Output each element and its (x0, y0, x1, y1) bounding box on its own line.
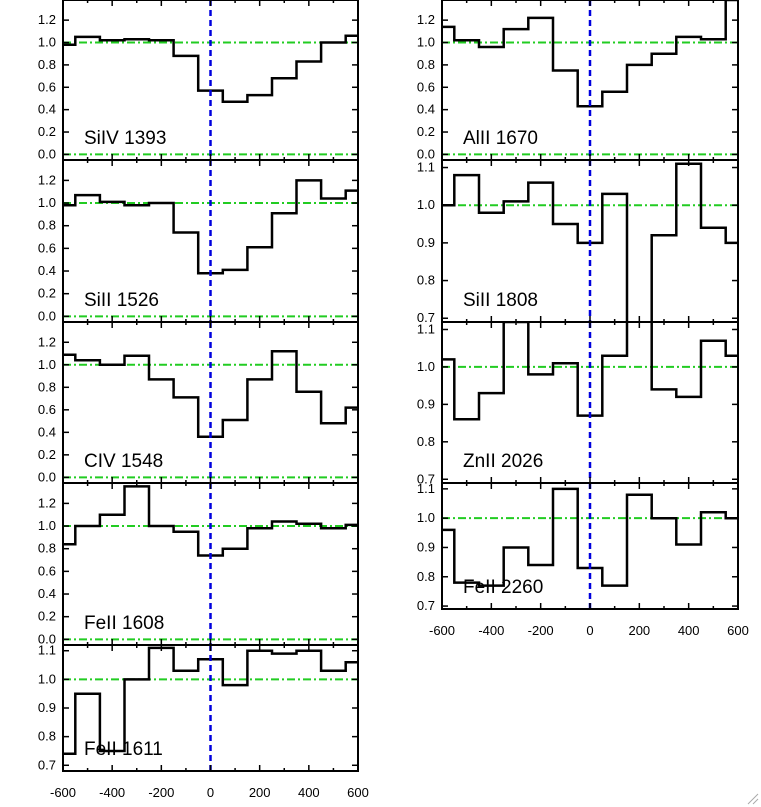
y-tick-label: 1.1 (417, 481, 435, 496)
y-tick-label: 0.8 (38, 218, 56, 233)
panel-znii-2026: 0.7 0.8 0.9 1.0 1.1 ZnII 2026 (417, 321, 739, 486)
panel-siii-1526: 0.0 0.2 0.4 0.6 0.8 1.0 1.2 SiII 1526 (38, 159, 359, 323)
panel-civ-1548: 0.0 0.2 0.4 0.6 0.8 1.0 1.2 CIV 1548 (38, 321, 359, 484)
panel-line-label: FeII 2260 (463, 577, 543, 598)
x-tick-label: 200 (628, 623, 650, 638)
x-tick-label: -400 (478, 623, 504, 638)
y-tick-label: 1.2 (38, 12, 56, 27)
y-tick-label: 0.2 (38, 286, 56, 301)
panel-siii-1808: 0.7 0.8 0.9 1.0 1.1 SiII 1808 (417, 159, 739, 325)
panel-feii-2260: 0.7 0.8 0.9 1.0 1.1 FeII 2260 (417, 481, 739, 613)
y-tick-label: 0.9 (417, 396, 435, 411)
y-tick-label: 0.2 (38, 609, 56, 624)
y-tick-label: 1.0 (38, 35, 56, 50)
y-tick-label: 1.0 (38, 671, 56, 686)
x-tick-label: 0 (586, 623, 593, 638)
y-tick-label: 1.0 (38, 357, 56, 372)
y-tick-label: 1.2 (38, 334, 56, 349)
y-tick-label: 0.7 (38, 757, 56, 772)
y-tick-label: 0.6 (38, 79, 56, 94)
panel-siiv-1393: 0.0 0.2 0.4 0.6 0.8 1.0 1.2 SiIV 1393 (38, 0, 359, 161)
y-tick-label: 0.7 (417, 310, 435, 325)
panel-feii-1611: 0.7 0.8 0.9 1.0 1.1 FeII 1611 (38, 643, 359, 772)
y-tick-label: 1.0 (38, 518, 56, 533)
y-tick-label: 0.7 (417, 471, 435, 486)
y-tick-label: 1.2 (38, 172, 56, 187)
x-tick-label: 400 (678, 623, 700, 638)
x-tick-label: 200 (249, 785, 271, 800)
y-tick-label: 0.8 (38, 541, 56, 556)
y-tick-label: 0.6 (417, 79, 435, 94)
x-tick-label: 600 (727, 623, 749, 638)
y-tick-label: 0.8 (38, 57, 56, 72)
y-tick-label: 0.0 (38, 631, 56, 646)
panel-feii-1608: 0.0 0.2 0.4 0.6 0.8 1.0 1.2 FeII 1608 (38, 482, 359, 646)
y-tick-label: 0.2 (417, 124, 435, 139)
y-tick-label: 1.2 (38, 495, 56, 510)
x-tick-label: -600 (429, 623, 455, 638)
y-tick-label: 0.4 (38, 102, 56, 117)
spectrum-trace (442, 0, 738, 108)
x-tick-label: -400 (99, 785, 125, 800)
y-tick-label: 0.2 (38, 124, 56, 139)
y-tick-label: 0.0 (38, 308, 56, 323)
panel-line-label: SiII 1808 (463, 290, 538, 311)
y-tick-label: 1.0 (417, 197, 435, 212)
y-tick-label: 0.4 (38, 586, 56, 601)
panel-line-label: FeII 1608 (84, 613, 164, 634)
x-tick-label: 600 (347, 785, 369, 800)
y-tick-label: 0.8 (417, 434, 435, 449)
panel-line-label: CIV 1548 (84, 451, 163, 472)
y-tick-label: 1.0 (417, 359, 435, 374)
y-tick-label: 0.8 (38, 729, 56, 744)
y-tick-label: 1.1 (38, 643, 56, 658)
y-tick-label: 0.7 (417, 598, 435, 613)
panel-line-label: AlII 1670 (463, 128, 538, 149)
x-tick-label: 400 (298, 785, 320, 800)
y-tick-label: 1.0 (38, 195, 56, 210)
y-tick-label: 0.6 (38, 402, 56, 417)
y-tick-label: 1.1 (417, 160, 435, 175)
panel-line-label: FeII 1611 (84, 739, 163, 760)
y-tick-label: 0.4 (417, 102, 435, 117)
x-tick-label: -200 (148, 785, 174, 800)
x-tick-label: -600 (50, 785, 76, 800)
y-tick-label: 0.9 (38, 700, 56, 715)
y-tick-label: 0.6 (38, 240, 56, 255)
y-tick-label: 0.2 (38, 447, 56, 462)
panel-line-label: SiII 1526 (84, 290, 159, 311)
resize-grip-icon[interactable] (745, 791, 759, 805)
y-tick-label: 0.0 (38, 146, 56, 161)
y-tick-label: 0.8 (417, 569, 435, 584)
panel-line-label: ZnII 2026 (463, 451, 543, 472)
panel-alii-1670: 0.0 0.2 0.4 0.6 0.8 1.0 1.2 AlII 1670 (417, 0, 739, 161)
y-tick-label: 0.9 (417, 539, 435, 554)
y-tick-label: 0.8 (417, 273, 435, 288)
y-tick-label: 1.1 (417, 321, 435, 336)
y-tick-label: 0.6 (38, 563, 56, 578)
y-tick-label: 0.8 (38, 379, 56, 394)
panel-line-label: SiIV 1393 (84, 128, 166, 149)
x-tick-label: 0 (207, 785, 214, 800)
y-tick-label: 0.0 (417, 146, 435, 161)
y-tick-label: 1.0 (417, 510, 435, 525)
y-tick-label: 0.4 (38, 263, 56, 278)
y-tick-label: 0.9 (417, 235, 435, 250)
y-tick-label: 0.4 (38, 424, 56, 439)
y-tick-label: 0.8 (417, 57, 435, 72)
x-tick-label: -200 (528, 623, 554, 638)
y-tick-label: 1.2 (417, 12, 435, 27)
y-tick-label: 1.0 (417, 35, 435, 50)
y-tick-label: 0.0 (38, 469, 56, 484)
